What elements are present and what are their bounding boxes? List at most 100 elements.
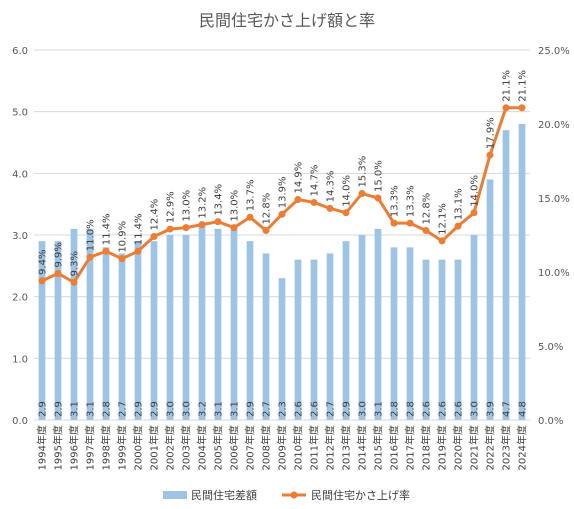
category-label: 2002年度: [164, 425, 177, 470]
line-data-label: 13.0%: [230, 190, 241, 222]
bar-data-label: 2.8: [406, 401, 417, 417]
left-axis-tick: 5.0: [12, 108, 28, 119]
line-data-label: 14.9%: [294, 162, 305, 194]
line-marker: [134, 247, 142, 255]
line-data-label: 13.1%: [454, 188, 465, 220]
bar-data-label: 2.7: [326, 401, 337, 417]
bar: [438, 259, 446, 420]
legend: 民間住宅差額 民間住宅かさ上げ率: [163, 488, 410, 502]
line-marker: [262, 227, 270, 235]
left-axis-tick: 0.0: [12, 416, 28, 427]
right-axis-tick: 15.0%: [538, 194, 570, 205]
line-data-label: 12.8%: [422, 193, 433, 225]
line-marker: [486, 151, 494, 159]
line-marker: [38, 277, 46, 285]
left-axis-tick: 6.0: [12, 46, 28, 57]
bar-data-label: 2.9: [150, 401, 161, 417]
bar-data-label: 2.9: [38, 401, 49, 417]
bar-data-label: 3.1: [374, 401, 385, 417]
line-data-label: 13.4%: [214, 184, 225, 216]
bar-data-label: 2.6: [422, 401, 433, 417]
bar: [70, 228, 78, 420]
category-label: 1995年度: [52, 425, 65, 470]
bar: [198, 222, 206, 420]
line-marker: [278, 210, 286, 218]
category-label: 2020年度: [452, 425, 465, 470]
category-label: 2008年度: [260, 425, 273, 470]
category-label: 1999年度: [116, 425, 129, 470]
line-marker: [374, 194, 382, 202]
line-marker: [294, 195, 302, 203]
legend-line-label: 民間住宅かさ上げ率: [311, 488, 410, 502]
bar: [118, 253, 126, 420]
line-data-label: 9.4%: [38, 249, 49, 274]
line-marker: [70, 278, 78, 286]
line-data-label: 13.3%: [390, 185, 401, 217]
bar-data-label: 2.7: [262, 401, 273, 417]
bar-data-label: 3.1: [70, 401, 81, 417]
category-label: 2005年度: [212, 425, 225, 470]
bar-data-label: 3.0: [358, 401, 369, 417]
bar-data-label: 2.9: [342, 401, 353, 417]
line-marker: [422, 227, 430, 235]
line-marker: [518, 104, 526, 112]
line-marker: [54, 269, 62, 277]
bar-data-label: 2.8: [390, 401, 401, 417]
line-data-label: 14.3%: [326, 171, 337, 203]
bar: [262, 253, 270, 420]
line-data-label: 11.0%: [86, 219, 97, 251]
bar-data-label: 2.9: [54, 401, 65, 417]
bar: [390, 247, 398, 420]
category-label: 2023年度: [500, 425, 513, 470]
bar: [502, 130, 510, 420]
category-label: 1994年度: [36, 425, 49, 470]
line-marker: [310, 198, 318, 206]
bar: [406, 247, 414, 420]
bar: [422, 259, 430, 420]
bar: [326, 253, 334, 420]
bar-data-label: 2.9: [134, 401, 145, 417]
line-marker: [86, 253, 94, 261]
category-label: 2007年度: [244, 425, 257, 470]
category-label: 2009年度: [276, 425, 289, 470]
bar-data-label: 2.3: [278, 401, 289, 417]
line-marker: [198, 221, 206, 229]
line-data-label: 11.4%: [102, 213, 113, 245]
bar-data-label: 3.0: [182, 401, 193, 417]
bar: [518, 124, 526, 420]
line-data-label: 13.7%: [246, 179, 257, 211]
line-data-label: 12.9%: [166, 191, 177, 223]
category-label: 2016年度: [388, 425, 401, 470]
category-label: 1996年度: [68, 425, 81, 470]
bar: [342, 241, 350, 420]
legend-bar-swatch: [163, 491, 187, 499]
bar: [102, 247, 110, 420]
line-data-label: 13.2%: [198, 187, 209, 219]
bar: [182, 235, 190, 420]
category-label: 2003年度: [180, 425, 193, 470]
line-marker: [406, 219, 414, 227]
category-label: 2019年度: [436, 425, 449, 470]
bar: [54, 241, 62, 420]
bar: [310, 259, 318, 420]
line-data-label: 13.3%: [406, 185, 417, 217]
line-marker: [390, 219, 398, 227]
line-data-label: 13.9%: [278, 176, 289, 208]
line-marker: [118, 255, 126, 263]
line-data-label: 13.0%: [182, 190, 193, 222]
category-label: 2011年度: [308, 425, 321, 470]
category-label: 2004年度: [196, 425, 209, 470]
bar-series: [38, 124, 526, 420]
category-label: 2024年度: [516, 425, 529, 470]
bar-data-label: 2.6: [310, 401, 321, 417]
line-data-label: 17.9%: [486, 117, 497, 149]
line-marker: [230, 224, 238, 232]
category-label: 1998年度: [100, 425, 113, 470]
line-data-label: 21.1%: [502, 70, 513, 102]
bar-data-label: 3.1: [214, 401, 225, 417]
category-label: 2013年度: [340, 425, 353, 470]
legend-line-marker: [290, 491, 298, 499]
category-label: 2000年度: [132, 425, 145, 470]
bar: [374, 228, 382, 420]
chart-title: 民間住宅かさ上げ額と率: [199, 11, 375, 30]
